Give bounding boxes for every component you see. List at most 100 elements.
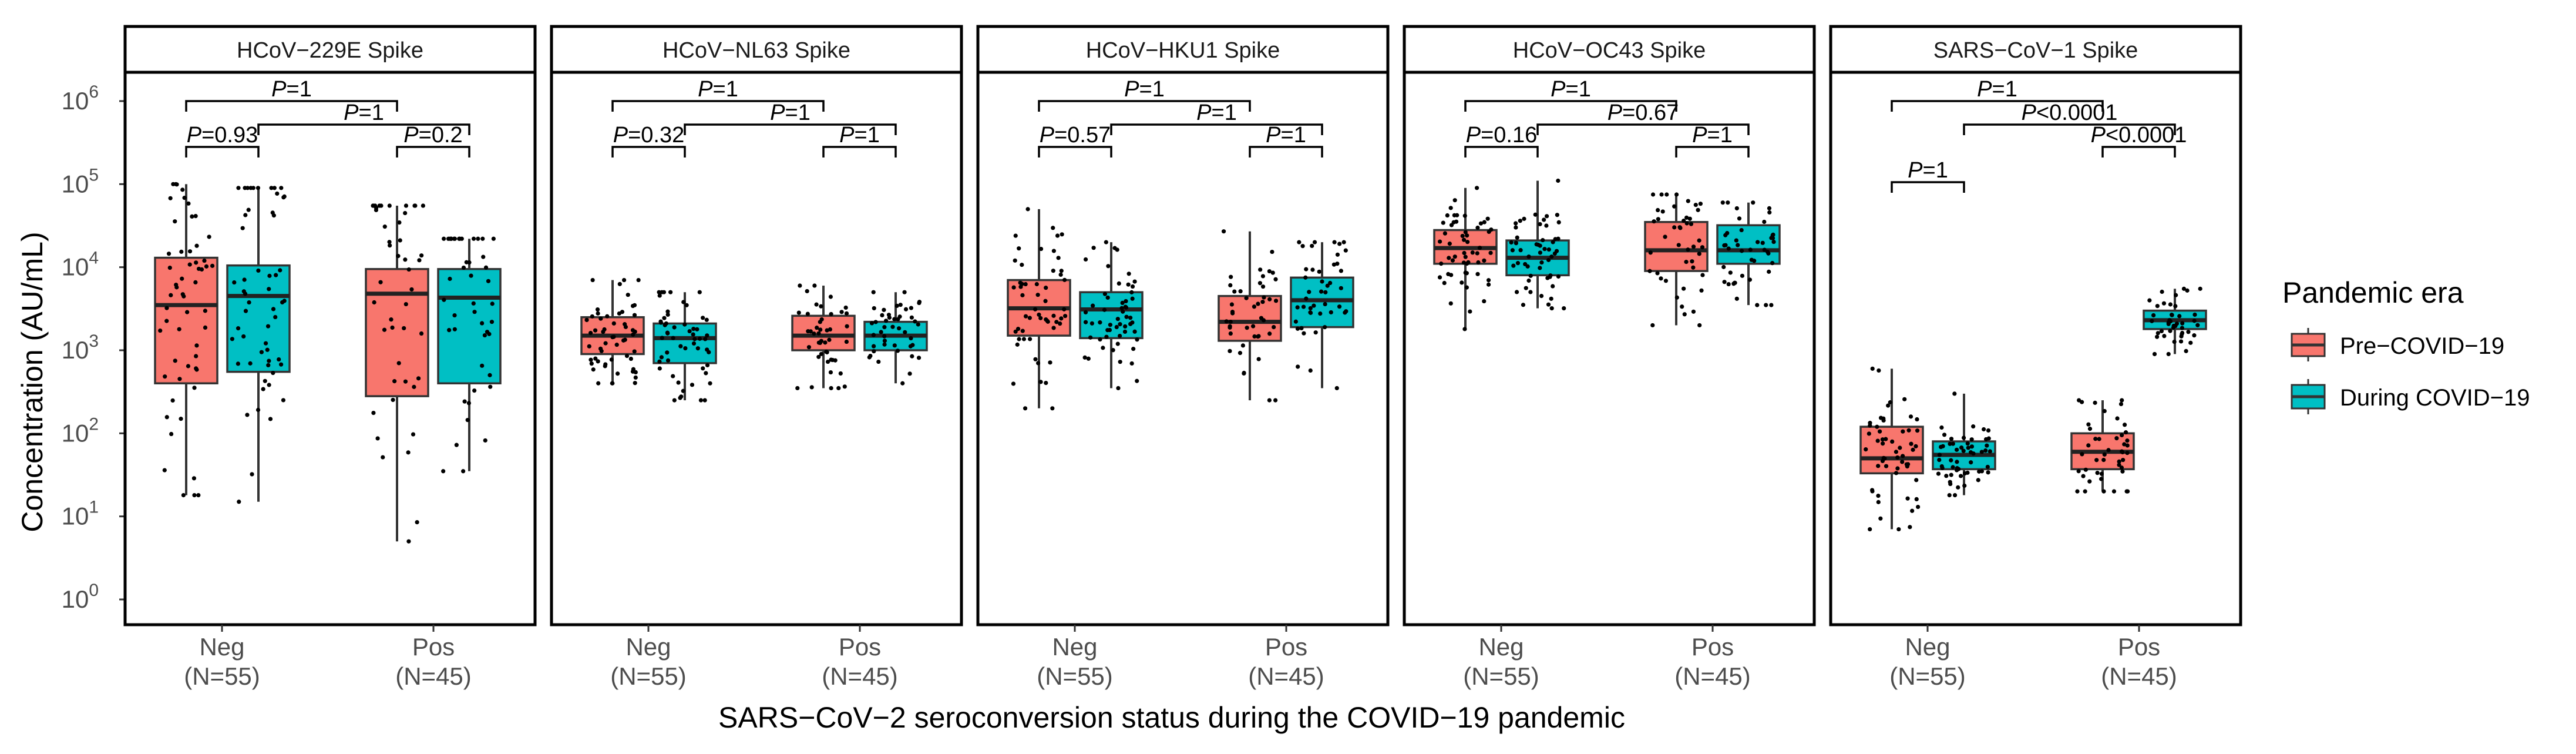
data-point <box>702 398 707 403</box>
panel-frame <box>1829 71 2242 626</box>
data-point <box>1947 492 1952 498</box>
data-point <box>1755 303 1760 307</box>
data-point <box>491 236 496 241</box>
data-point <box>1475 272 1480 276</box>
data-point <box>203 309 207 313</box>
data-point <box>1023 282 1028 287</box>
data-point <box>2087 479 2092 484</box>
data-point <box>1650 192 1656 197</box>
data-point <box>1082 355 1087 360</box>
data-point <box>1770 233 1775 238</box>
data-point <box>442 236 446 241</box>
data-point <box>1449 273 1454 277</box>
data-point <box>1101 346 1105 350</box>
data-point <box>263 378 267 383</box>
data-point <box>2119 465 2124 470</box>
data-point <box>1132 279 1137 284</box>
data-point <box>615 371 620 376</box>
data-point <box>465 418 470 423</box>
data-point <box>897 326 902 331</box>
pvalue-bracket <box>1891 181 1965 193</box>
data-point <box>1341 240 1346 244</box>
data-point <box>879 330 883 334</box>
data-point <box>1939 425 1944 430</box>
legend-label-during-covid: During COVID−19 <box>2340 385 2530 411</box>
data-point <box>382 224 387 229</box>
data-point <box>388 243 392 248</box>
data-point <box>1115 341 1120 346</box>
data-point <box>1229 302 1235 307</box>
data-point <box>382 327 387 332</box>
data-point <box>2086 422 2091 427</box>
data-point <box>1962 471 1968 476</box>
data-point <box>1698 202 1703 206</box>
data-point <box>1447 242 1452 246</box>
data-point <box>876 359 881 364</box>
y-axis-title: Concentration (AU/mL) <box>16 232 49 532</box>
data-point <box>2094 458 2099 463</box>
data-point <box>1310 267 1315 272</box>
data-point <box>833 358 838 363</box>
data-point <box>472 310 477 314</box>
data-point <box>452 327 457 331</box>
data-point <box>396 361 401 366</box>
data-point <box>1437 239 1442 244</box>
data-point <box>1549 306 1554 311</box>
data-point <box>166 252 171 256</box>
data-point <box>409 287 414 292</box>
data-point <box>2101 458 2106 463</box>
data-point <box>882 342 887 347</box>
data-point <box>241 289 246 294</box>
x-tick-count: (N=55) <box>1889 662 1966 690</box>
data-point <box>1697 252 1701 256</box>
data-point <box>242 277 247 282</box>
data-point <box>1525 264 1530 269</box>
data-point <box>598 316 603 321</box>
data-point <box>1056 256 1061 260</box>
data-point <box>1273 398 1278 403</box>
data-point <box>2122 423 2127 427</box>
data-point <box>173 219 177 224</box>
data-point <box>461 469 466 474</box>
data-point <box>2166 351 2171 357</box>
data-point <box>1025 207 1030 212</box>
data-point <box>695 327 700 331</box>
data-point <box>1301 304 1306 309</box>
data-point <box>2087 427 2093 431</box>
box <box>437 268 502 384</box>
data-point <box>1044 286 1048 290</box>
data-point <box>596 381 601 386</box>
data-point <box>1267 331 1272 336</box>
pvalue-label: P<0.0001 <box>2091 123 2187 148</box>
data-point <box>2120 398 2124 403</box>
data-point <box>402 326 406 331</box>
data-point <box>375 436 380 441</box>
data-point <box>452 313 457 318</box>
data-point <box>590 314 594 319</box>
data-point <box>268 417 273 421</box>
data-point <box>243 213 248 217</box>
data-point <box>192 492 197 498</box>
data-point <box>1672 225 1677 230</box>
data-point <box>815 326 819 330</box>
data-point <box>181 294 186 299</box>
data-point <box>691 341 697 346</box>
data-point <box>1976 478 1980 482</box>
data-point <box>2185 288 2190 293</box>
data-point <box>2192 312 2197 317</box>
data-point <box>196 492 201 498</box>
data-point <box>662 316 667 320</box>
data-point <box>1682 286 1686 291</box>
data-point <box>1461 237 1467 242</box>
data-point <box>2186 330 2191 334</box>
pvalue-bracket <box>2101 146 2176 157</box>
x-tick-count: (N=55) <box>610 662 687 690</box>
data-point <box>882 325 887 330</box>
data-point <box>845 324 849 329</box>
data-point <box>378 280 383 284</box>
data-point <box>1760 240 1765 245</box>
data-point <box>1482 299 1487 304</box>
data-point <box>164 319 169 323</box>
data-point <box>177 377 182 381</box>
data-point <box>1546 302 1551 307</box>
